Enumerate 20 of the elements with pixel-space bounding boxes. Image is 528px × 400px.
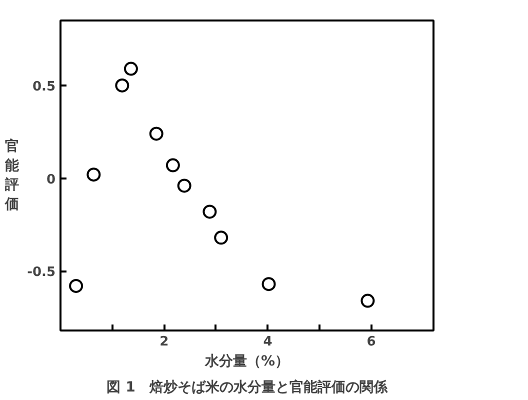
y-axis-title: 官能評価 xyxy=(4,138,20,212)
point xyxy=(86,168,101,182)
point xyxy=(214,230,228,245)
point xyxy=(177,178,192,193)
point xyxy=(262,277,276,292)
point xyxy=(149,126,164,141)
point xyxy=(69,278,84,293)
x-tick-label: 6 xyxy=(366,334,376,350)
point xyxy=(202,204,217,219)
y-tick-label: -0.5 xyxy=(27,265,56,280)
x-tick-label: 4 xyxy=(263,334,272,350)
y-tick-label: 0 xyxy=(46,172,56,188)
x-tick-label: 2 xyxy=(160,334,169,350)
point xyxy=(115,78,130,92)
text: 図 1 焙炒そば米の水分量と官能評価の関係 xyxy=(106,378,388,396)
y-tick-label: 0.5 xyxy=(32,79,56,94)
x-axis-title: 水分量（%） xyxy=(204,354,290,370)
point xyxy=(166,158,180,172)
point xyxy=(124,62,138,76)
point xyxy=(360,294,375,308)
